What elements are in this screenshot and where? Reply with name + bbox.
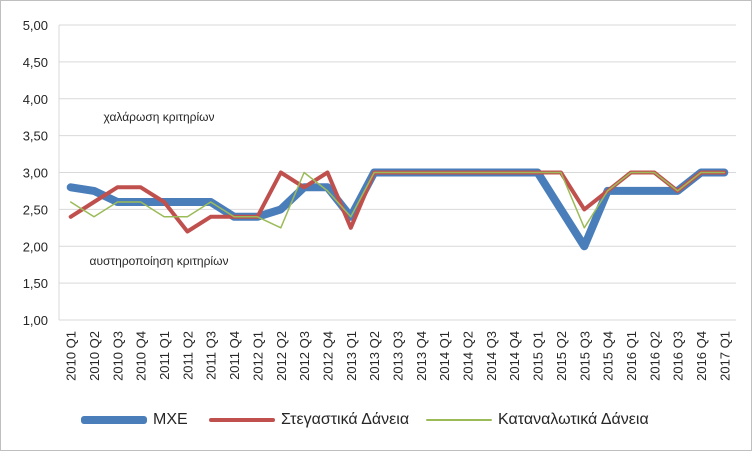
x-tick-label: 2012 Q1 [250,331,265,381]
y-tick-label: 4,50 [23,55,48,70]
x-tick-label: 2014 Q4 [507,331,522,381]
legend-swatch-mortgage [209,418,275,422]
legend-swatch-mxe [81,416,147,424]
y-tick-label: 1,00 [23,313,48,328]
x-tick-label: 2011 Q4 [227,331,242,380]
series-line-2 [69,171,726,229]
x-tick-label: 2013 Q3 [391,331,406,381]
y-tick-label: 3,00 [23,166,48,181]
series-lines [66,168,729,251]
y-tick-label: 4,00 [23,92,48,107]
x-tick-label: 2012 Q2 [274,331,289,381]
annotation-tightening: αυστηροποίηση κριτηρίων [90,254,229,268]
legend-item-mortgage: Στεγαστικά Δάνεια [209,407,409,433]
x-tick-label: 2016 Q1 [624,331,639,381]
legend-label-mortgage: Στεγαστικά Δάνεια [281,411,410,428]
x-tick-label: 2015 Q1 [531,331,546,381]
x-tick-label: 2017 Q1 [717,331,732,381]
legend-swatch-consumer [426,419,492,421]
x-tick-label: 2010 Q2 [87,331,102,381]
x-tick-label: 2015 Q3 [577,331,592,381]
legend: ΜΧΕ Στεγαστικά Δάνεια Καταναλωτικά Δάνει… [81,407,721,433]
x-tick-label: 2016 Q2 [647,331,662,381]
x-tick-label: 2013 Q1 [344,331,359,381]
x-tick-label: 2011 Q3 [204,331,219,380]
y-tick-label: 1,50 [23,276,48,291]
y-tick-label: 5,00 [23,18,48,33]
x-tick-label: 2010 Q4 [134,331,149,381]
legend-item-mxe: ΜΧΕ [81,407,188,433]
x-tick-label: 2016 Q4 [694,331,709,381]
y-tick-label: 3,50 [23,129,48,144]
x-tick-label: 2010 Q1 [64,331,79,381]
legend-label-mxe: ΜΧΕ [153,411,188,428]
x-tick-label: 2013 Q4 [414,331,429,381]
x-tick-label: 2014 Q1 [437,331,452,381]
x-tick-label: 2015 Q2 [554,331,569,381]
x-tick-label: 2016 Q3 [671,331,686,381]
x-axis-ticks: 2010 Q1 2010 Q2 2010 Q3 2010 Q4 2011 Q1 2011 … [64,331,733,381]
y-axis-ticks: 1,00 1,50 2,00 2,50 3,00 3,50 4,00 4,50 5,00 [23,18,48,328]
y-tick-label: 2,50 [23,202,48,217]
x-tick-label: 2011 Q1 [157,331,172,380]
annotations: χαλάρωση κριτηρίων αυστηροποίηση κριτηρί… [90,110,229,268]
x-tick-label: 2014 Q3 [484,331,499,381]
x-tick-label: 2015 Q4 [601,331,616,381]
x-tick-label: 2013 Q2 [367,331,382,381]
x-tick-label: 2014 Q2 [461,331,476,381]
x-tick-label: 2010 Q3 [110,331,125,381]
x-tick-label: 2012 Q3 [297,331,312,381]
y-tick-label: 2,00 [23,239,48,254]
x-tick-label: 2012 Q4 [320,331,335,381]
legend-label-consumer: Καταναλωτικά Δάνεια [498,411,649,428]
x-tick-label: 2011 Q2 [180,331,195,380]
annotation-loosening: χαλάρωση κριτηρίων [103,110,214,124]
legend-item-consumer: Καταναλωτικά Δάνεια [426,407,649,433]
